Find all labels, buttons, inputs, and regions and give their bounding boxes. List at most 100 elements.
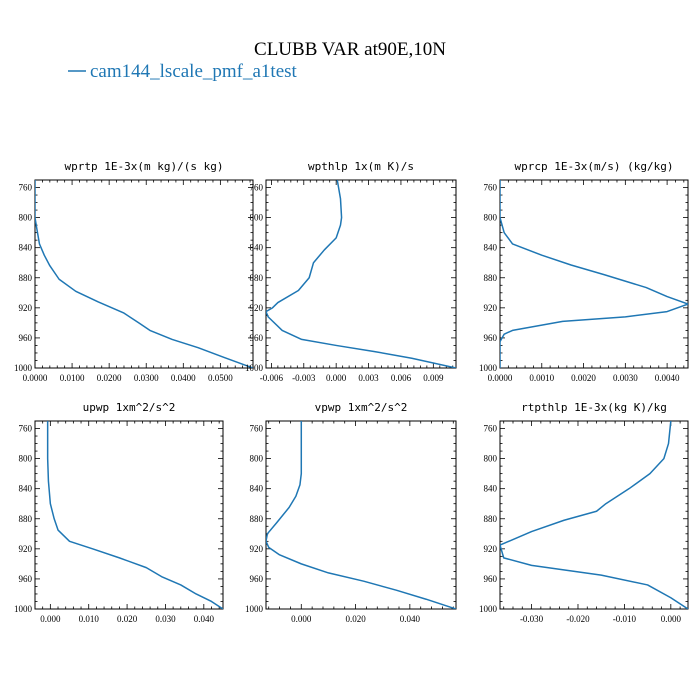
y-tick-label: 1000 [479,604,498,614]
y-tick-label: 800 [250,454,264,464]
x-tick-label: 0.0200 [97,373,122,383]
x-tick-label: 0.020 [345,614,366,624]
panel-title: rtpthlp 1E-3x(kg K)/kg [521,401,667,414]
panel-title: wprcp 1E-3x(m/s) (kg/kg) [515,160,674,173]
x-tick-label: 0.006 [391,373,412,383]
legend-label: cam144_lscale_pmf_a1test [90,61,298,82]
y-tick-label: 1000 [245,363,264,373]
series-line [266,421,456,609]
x-tick-label: 0.0020 [571,373,596,383]
panel-6: rtpthlp 1E-3x(kg K)/kg 760 800 840 880 920 960… [479,401,689,624]
plot-frame [499,179,689,369]
y-tick-label: 840 [19,243,33,253]
y-tick-label: 800 [484,213,498,223]
y-tick-label: 800 [484,454,498,464]
plot-frame [34,179,254,369]
y-tick-label: 760 [250,183,264,193]
y-tick-label: 920 [19,544,33,554]
figure-title: CLUBB VAR at90E,10N [254,39,446,60]
y-tick-label: 960 [484,333,498,343]
y-tick-label: 920 [484,303,498,313]
x-tick-label: 0.0030 [613,373,638,383]
y-tick-label: 840 [250,484,264,494]
panels: wprtp 1E-3x(m kg)/(s kg) 760 800 840 880 920 9… [14,160,689,624]
panel-title: vpwp 1xm^2/s^2 [315,401,408,414]
x-tick-label: 0.030 [155,614,176,624]
x-tick-label: 0.003 [358,373,379,383]
y-tick-label: 880 [19,514,33,524]
x-tick-label: -0.010 [613,614,637,624]
plot-frame [265,420,457,610]
y-tick-label: 840 [250,243,264,253]
y-tick-label: 1000 [14,363,33,373]
x-tick-label: 0.0010 [529,373,554,383]
y-tick-label: 960 [484,574,498,584]
x-tick-label: 0.0100 [60,373,85,383]
y-tick-label: 840 [19,484,33,494]
y-tick-label: 880 [484,514,498,524]
x-tick-label: 0.0040 [655,373,680,383]
panel-5: vpwp 1xm^2/s^2 760 800 840 880 920 960 1000 0.00… [245,401,457,624]
y-tick-label: 800 [250,213,264,223]
panel-3: wprcp 1E-3x(m/s) (kg/kg) 760 800 840 880 920 9… [479,160,689,383]
series-line [500,180,688,368]
panel-1: wprtp 1E-3x(m kg)/(s kg) 760 800 840 880 920 9… [14,160,254,383]
y-tick-label: 880 [19,273,33,283]
panel-2: wpthlp 1x(m K)/s7608008408809209601000-0… [245,160,457,383]
y-tick-label: 960 [250,333,264,343]
y-tick-label: 920 [250,303,264,313]
y-tick-label: 1000 [479,363,498,373]
y-tick-label: 1000 [14,604,33,614]
x-tick-label: 0.040 [194,614,215,624]
panel-title: wprtp 1E-3x(m kg)/(s kg) [65,160,224,173]
panel-4: upwp 1xm^2/s^2 760 800 840 880 920 960 1000 0.00… [14,401,224,624]
y-tick-label: 760 [19,424,33,434]
y-tick-label: 880 [484,273,498,283]
x-tick-label: -0.030 [520,614,544,624]
x-tick-label: -0.020 [566,614,590,624]
series-line [46,421,223,609]
x-tick-label: -0.003 [292,373,316,383]
series-line [35,180,253,368]
y-tick-label: 760 [484,424,498,434]
y-tick-label: 960 [19,333,33,343]
x-tick-label: 0.000 [40,614,61,624]
y-tick-label: 880 [250,514,264,524]
y-tick-label: 960 [19,574,33,584]
y-tick-label: 760 [484,183,498,193]
y-tick-label: 840 [484,484,498,494]
y-tick-label: 880 [250,273,264,283]
y-tick-label: 920 [484,544,498,554]
series-line [500,421,688,609]
panel-title: upwp 1xm^2/s^2 [83,401,176,414]
y-tick-label: 920 [250,544,264,554]
y-tick-label: 1000 [245,604,264,614]
x-tick-label: 0.040 [400,614,421,624]
y-tick-label: 960 [250,574,264,584]
plot-frame [265,179,457,369]
x-tick-label: 0.0300 [134,373,159,383]
y-tick-label: 800 [19,454,33,464]
y-tick-label: 760 [250,424,264,434]
x-tick-label: 0.010 [79,614,100,624]
y-tick-label: 760 [19,183,33,193]
plot-frame [34,420,224,610]
x-tick-label: 0.000 [661,614,682,624]
y-tick-label: 800 [19,213,33,223]
x-tick-label: 0.0400 [171,373,196,383]
x-tick-label: 0.020 [117,614,138,624]
plot-frame [499,420,689,610]
x-tick-label: 0.0000 [23,373,48,383]
x-tick-label: 0.009 [423,373,444,383]
x-tick-label: 0.0500 [208,373,233,383]
x-tick-label: 0.000 [326,373,347,383]
x-tick-label: 0.0000 [488,373,513,383]
y-tick-label: 840 [484,243,498,253]
x-tick-label: -0.006 [260,373,284,383]
x-tick-label: 0.000 [291,614,312,624]
y-tick-label: 920 [19,303,33,313]
series-line [266,180,456,368]
panel-title: wpthlp 1x(m K)/s [308,160,414,173]
legend: cam144_lscale_pmf_a1test [68,61,298,82]
